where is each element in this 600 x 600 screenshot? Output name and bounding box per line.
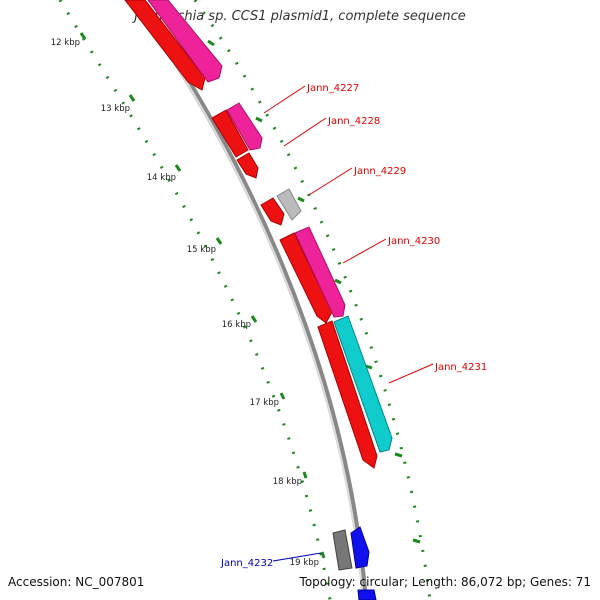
ruler-label: 13 kbp (101, 104, 130, 114)
outer-tick (334, 278, 342, 285)
ruler-dotted-track (58, 0, 332, 600)
outer-tick (297, 196, 305, 203)
cds-arrow (279, 232, 333, 324)
ruler-ticks (79, 32, 326, 559)
ruler-label: 14 kbp (147, 173, 176, 183)
ruler-tick (302, 471, 308, 479)
ruler-tick (250, 315, 258, 323)
outer-tick (412, 538, 421, 544)
gene-label: Jann_4232 (220, 558, 273, 569)
ruler-tick (320, 551, 326, 559)
cds-arrow (226, 102, 263, 151)
cds-arrow (276, 188, 302, 221)
outer-tick (207, 39, 215, 47)
cds-arrow (332, 529, 353, 571)
ruler-tick (128, 94, 136, 102)
ruler-labels: 12 kbp 13 kbp 14 kbp 15 kbp 16 kbp 17 kb… (51, 38, 319, 568)
outer-ticks (207, 39, 421, 544)
gene-label: Jann_4229 (353, 166, 406, 177)
leader-line (388, 363, 434, 384)
ruler-tick (79, 32, 87, 40)
ruler-tick (215, 237, 223, 245)
map-title: Jannaschia sp. CCS1 plasmid1, complete s… (134, 9, 466, 24)
gene-label: Jann_4227 (306, 83, 359, 94)
ruler-label: 19 kbp (290, 558, 319, 568)
cds-arrow (236, 152, 259, 179)
leader-line (272, 552, 322, 562)
outer-tick (255, 116, 263, 123)
ruler-label: 17 kbp (250, 398, 279, 408)
outer-tick (365, 364, 373, 370)
topology-text: Topology: circular; Length: 86,072 bp; G… (299, 575, 591, 589)
leader-line (263, 85, 306, 114)
leader-line (308, 167, 353, 196)
gene-labels: Jann_4227 Jann_4228 Jann_4229 Jann_4230 … (220, 83, 487, 569)
cds-arrow (294, 226, 346, 318)
accession-text: Accession: NC_007801 (8, 575, 145, 589)
outer-tick (394, 452, 403, 458)
cds-arrow (333, 315, 393, 453)
gene-label: Jann_4228 (327, 116, 380, 127)
cds-arrow (211, 109, 249, 158)
cds-arrow (124, 0, 206, 91)
ruler-label: 12 kbp (51, 38, 80, 48)
ruler-label: 16 kbp (222, 320, 251, 330)
ruler-tick (174, 164, 182, 172)
leader-line (283, 117, 327, 147)
ruler-tick (279, 392, 286, 400)
gene-label: Jann_4230 (387, 236, 440, 247)
cds-arrow (317, 320, 378, 469)
cds-arrow (147, 0, 223, 83)
leader-line (342, 238, 387, 264)
cds-arrow (260, 197, 285, 226)
cds-arrow (350, 526, 370, 569)
ruler-label: 15 kbp (187, 245, 216, 255)
cds-arrow (357, 589, 377, 600)
leader-lines (263, 85, 434, 562)
gene-label: Jann_4231 (434, 362, 487, 373)
ruler-label: 18 kbp (273, 477, 302, 487)
